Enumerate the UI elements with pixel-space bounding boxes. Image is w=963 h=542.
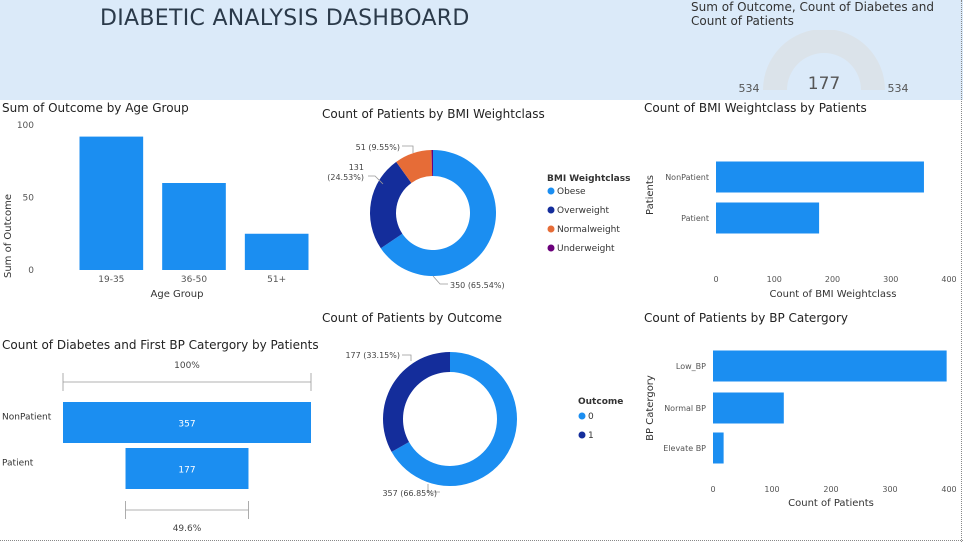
bmi-legend-title: BMI Weightclass — [547, 174, 630, 184]
funnel-category-label: Patient — [2, 459, 34, 469]
bp-bar — [713, 432, 724, 464]
bmi-legend-marker — [547, 206, 555, 214]
funnel-bar — [125, 448, 249, 489]
bmi-legend-item: Normalweight — [557, 225, 620, 235]
bmi-patients-chart-title: Count of BMI Weightclass by Patients — [644, 101, 867, 115]
gauge-value-label: 177 — [808, 74, 840, 94]
bmi-slice — [396, 150, 433, 183]
bp-bar — [713, 350, 947, 382]
age-chart-title: Sum of Outcome by Age Group — [2, 101, 189, 115]
gauge-track — [763, 30, 885, 90]
funnel-bottom-bracket — [125, 501, 249, 519]
bmi-slice — [380, 150, 496, 276]
bp-y-tick: Low_BP — [676, 362, 706, 371]
bp-x-tick: 300 — [882, 485, 897, 494]
bp-chart-title: Count of Patients by BP Catergory — [644, 311, 849, 325]
funnel-top-pct: 100% — [174, 361, 200, 371]
bmi-legend-item: Overweight — [557, 206, 609, 216]
canvas-border-bottom — [0, 540, 963, 541]
bmi-legend-item: Underweight — [557, 244, 615, 254]
bmi-patients-bar-chart[interactable]: Patients Count of BMI Weightclass NonPat… — [640, 118, 960, 303]
age-bar — [244, 233, 309, 270]
bmi-data-label: 131 — [349, 163, 364, 172]
funnel-bottom-pct: 49.6% — [173, 524, 202, 534]
bmi-data-label: 350 (65.54%) — [450, 281, 505, 290]
bp-category-bar-chart[interactable]: BP Catergory Count of Patients Low_BP Nor… — [640, 330, 960, 515]
page-title: DIABETIC ANALYSIS DASHBOARD — [100, 6, 470, 31]
bp-y-tick: Normal BP — [664, 404, 706, 413]
age-y-tick: 50 — [23, 194, 35, 204]
bmip-bar — [716, 161, 924, 193]
bp-x-tick: 0 — [710, 485, 715, 494]
outcome-legend-item: 1 — [588, 431, 594, 441]
gauge-chart[interactable]: 177 534 534 — [690, 30, 960, 100]
bp-x-tick: 100 — [764, 485, 779, 494]
outcome-legend-marker — [578, 431, 586, 439]
age-bar — [79, 136, 144, 270]
age-y-tick: 0 — [28, 266, 34, 276]
outcome-data-label: 357 (66.85%) — [382, 489, 437, 498]
bmi-slice — [370, 161, 412, 249]
funnel-top-bracket — [62, 373, 312, 391]
outcome-chart-title: Count of Patients by Outcome — [322, 311, 502, 325]
age-x-tick: 51+ — [267, 275, 286, 285]
funnel-chart[interactable]: 357 NonPatient 177 Patient 100% 49.6% — [0, 355, 320, 537]
bp-x-tick: 400 — [941, 485, 956, 494]
bmi-leader-line — [432, 275, 448, 285]
outcome-slice — [391, 352, 517, 486]
bmip-x-tick: 200 — [825, 275, 840, 284]
outcome-slice — [383, 352, 450, 452]
canvas-border-right — [961, 0, 962, 542]
funnel-value-label: 177 — [178, 466, 195, 476]
age-bar — [162, 183, 226, 270]
outcome-legend-marker — [578, 412, 586, 420]
bmip-x-tick: 400 — [941, 275, 956, 284]
age-x-axis-title: Age Group — [151, 289, 204, 300]
age-x-tick: 36-50 — [181, 275, 207, 285]
bmip-x-axis-title: Count of BMI Weightclass — [770, 289, 897, 300]
bp-y-tick: Elevate BP — [663, 444, 706, 453]
bmi-legend-marker — [547, 187, 555, 195]
funnel-value-label: 357 — [178, 420, 195, 430]
gauge-min-label: 534 — [739, 82, 760, 95]
outcome-donut-chart[interactable]: Outcome 357 (66.85%) 177 (33.15%) 0 1 — [320, 330, 642, 512]
funnel-bar — [63, 402, 311, 443]
bmi-data-label: 51 (9.55%) — [356, 143, 400, 152]
bp-y-axis-title: BP Catergory — [645, 375, 656, 441]
bmip-y-tick: NonPatient — [665, 173, 709, 182]
age-x-tick: 19-35 — [98, 275, 124, 285]
outcome-data-label: 177 (33.15%) — [345, 351, 400, 360]
outcome-legend-item: 0 — [588, 412, 594, 422]
bmip-bar — [716, 202, 820, 234]
bmip-x-tick: 100 — [767, 275, 782, 284]
age-group-bar-chart[interactable]: Sum of Outcome Age Group 0 50 100 19-35 36-5… — [0, 118, 320, 303]
bp-x-axis-title: Count of Patients — [788, 498, 874, 509]
bp-bar — [713, 392, 784, 424]
bmi-slice — [431, 150, 433, 177]
bmi-legend-item: Obese — [557, 187, 586, 197]
bmip-y-axis-title: Patients — [645, 175, 656, 215]
outcome-leader-line — [402, 354, 412, 361]
bmi-legend-marker — [547, 244, 555, 252]
funnel-chart-title: Count of Diabetes and First BP Catergory… — [2, 338, 319, 352]
funnel-category-label: NonPatient — [2, 413, 52, 423]
bmi-donut-chart[interactable]: BMI Weightclass 350 (65.54%) 131(24.53%) 5… — [320, 126, 642, 306]
outcome-legend-title: Outcome — [578, 397, 623, 407]
bmi-legend-marker — [547, 225, 555, 233]
outcome-leader-line — [427, 484, 440, 493]
bmip-x-tick: 0 — [713, 275, 718, 284]
bmi-chart-title: Count of Patients by BMI Weightclass — [322, 107, 545, 121]
gauge-max-label: 534 — [888, 82, 909, 95]
age-y-tick: 100 — [17, 121, 34, 131]
bp-x-tick: 200 — [823, 485, 838, 494]
gauge-title: Sum of Outcome, Count of Diabetes and Co… — [691, 0, 934, 28]
bmi-leader-line — [368, 175, 384, 185]
age-y-axis-title: Sum of Outcome — [3, 194, 14, 278]
bmi-leader-line — [402, 145, 414, 153]
bmip-x-tick: 300 — [883, 275, 898, 284]
bmip-y-tick: Patient — [681, 214, 709, 223]
bmi-data-label: (24.53%) — [327, 173, 364, 182]
